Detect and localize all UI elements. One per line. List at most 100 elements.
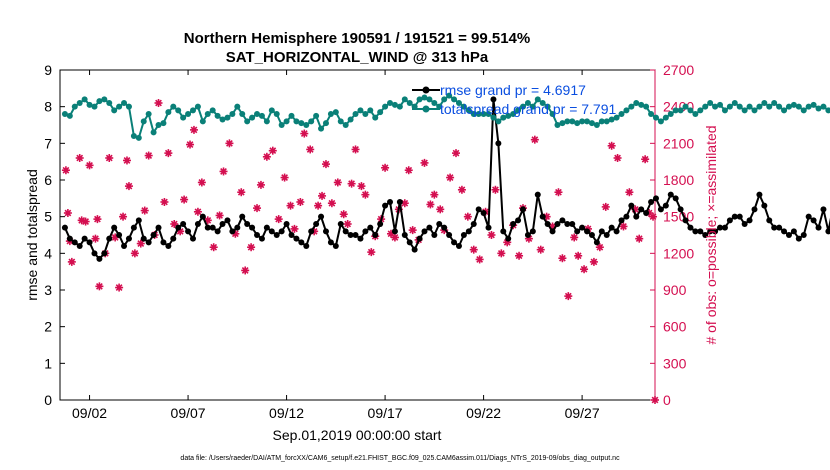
totalspread-point bbox=[584, 118, 591, 125]
totalspread-point bbox=[707, 100, 714, 106]
obs-point-center bbox=[191, 127, 197, 133]
rmse-point bbox=[254, 232, 261, 238]
totalspread-point bbox=[628, 103, 635, 110]
totalspread-point bbox=[106, 100, 113, 106]
rmse-point bbox=[135, 217, 142, 224]
totalspread-point bbox=[347, 116, 354, 123]
y-right-tick-label: 0 bbox=[663, 392, 671, 408]
obs-point bbox=[215, 211, 224, 220]
obs-point-center bbox=[560, 256, 565, 261]
obs-point-center bbox=[459, 187, 465, 192]
rmse-point bbox=[76, 243, 83, 249]
totalspread-point bbox=[194, 103, 201, 110]
rmse-point bbox=[726, 217, 733, 224]
obs-point bbox=[420, 158, 429, 167]
obs-point-center bbox=[335, 180, 340, 185]
totalspread-point bbox=[249, 114, 256, 121]
y-right-tick-label: 2400 bbox=[663, 99, 694, 115]
obs-point-center bbox=[302, 131, 307, 136]
totalspread-point bbox=[165, 109, 172, 116]
obs-point-center bbox=[566, 293, 571, 299]
obs-point-center bbox=[637, 236, 642, 241]
obs-point bbox=[530, 135, 539, 144]
obs-point bbox=[180, 195, 189, 204]
obs-point bbox=[343, 220, 352, 228]
obs-point-center bbox=[544, 214, 549, 219]
totalspread-point bbox=[71, 103, 78, 110]
totalspread-point bbox=[140, 118, 147, 125]
obs-point bbox=[274, 215, 283, 224]
totalspread-point bbox=[455, 100, 462, 106]
totalspread-point bbox=[662, 114, 669, 121]
totalspread-point bbox=[224, 114, 231, 121]
obs-point bbox=[290, 224, 299, 233]
totalspread-point bbox=[756, 103, 763, 110]
totalspread-point bbox=[86, 101, 93, 108]
obs-point bbox=[469, 245, 478, 254]
rmse-point bbox=[303, 243, 310, 249]
obs-point-center bbox=[499, 251, 504, 256]
obs-point bbox=[452, 149, 461, 158]
rmse-point bbox=[362, 228, 369, 235]
obs-point bbox=[262, 152, 271, 161]
totalspread-point bbox=[61, 111, 68, 117]
totalspread-point bbox=[101, 96, 108, 103]
totalspread-point bbox=[298, 120, 305, 127]
rmse-point bbox=[219, 221, 226, 227]
totalspread-point bbox=[692, 111, 699, 117]
obs-point bbox=[95, 282, 104, 291]
obs-point bbox=[93, 215, 102, 224]
totalspread-point bbox=[579, 118, 586, 125]
obs-point-center bbox=[406, 168, 411, 173]
totalspread-point bbox=[633, 100, 640, 106]
rmse-point bbox=[820, 206, 827, 213]
obs-point bbox=[300, 129, 309, 138]
obs-point-center bbox=[323, 161, 329, 167]
obs-point bbox=[154, 99, 163, 107]
rmse-point bbox=[106, 235, 113, 242]
obs-point-center bbox=[363, 192, 368, 197]
obs-point-center bbox=[258, 182, 264, 188]
totalspread-point bbox=[234, 103, 241, 110]
obs-point-center bbox=[288, 203, 293, 208]
obs-point bbox=[318, 191, 327, 200]
totalspread-point bbox=[559, 120, 566, 127]
totalspread-point bbox=[244, 118, 251, 125]
obs-point-center bbox=[369, 249, 374, 255]
rmse-point bbox=[155, 224, 162, 231]
obs-point-center bbox=[489, 232, 494, 238]
totalspread-point bbox=[91, 103, 98, 110]
totalspread-point bbox=[726, 103, 733, 110]
totalspread-point bbox=[382, 103, 389, 110]
totalspread-point bbox=[293, 118, 300, 125]
totalspread-point bbox=[776, 103, 783, 110]
totalspread-point bbox=[367, 107, 374, 114]
totalspread-point bbox=[820, 103, 827, 110]
totalspread-point bbox=[160, 120, 167, 127]
rmse-point bbox=[199, 213, 206, 220]
rmse-point bbox=[189, 235, 196, 242]
totalspread-point bbox=[362, 111, 369, 117]
obs-point-center bbox=[162, 199, 167, 205]
obs-point-center bbox=[315, 203, 321, 208]
rmse-point bbox=[283, 221, 290, 227]
obs-point-center bbox=[142, 208, 147, 213]
rmse-point bbox=[411, 246, 418, 253]
rmse-point bbox=[322, 228, 329, 235]
rmse-point bbox=[810, 217, 817, 224]
obs-point bbox=[193, 207, 202, 216]
obs-point bbox=[63, 209, 72, 217]
rmse-point bbox=[598, 228, 605, 235]
rmse-point bbox=[239, 213, 246, 220]
obs-point-center bbox=[112, 235, 118, 240]
totalspread-point bbox=[810, 101, 817, 108]
rmse-point bbox=[416, 235, 423, 242]
obs-point-center bbox=[120, 214, 126, 219]
rmse-point bbox=[426, 224, 433, 231]
totalspread-point bbox=[500, 114, 507, 121]
obs-point-center bbox=[138, 241, 143, 246]
rmse-point bbox=[278, 228, 285, 235]
rmse-point bbox=[825, 228, 830, 235]
rmse-point bbox=[588, 232, 595, 238]
obs-point-center bbox=[550, 224, 555, 229]
